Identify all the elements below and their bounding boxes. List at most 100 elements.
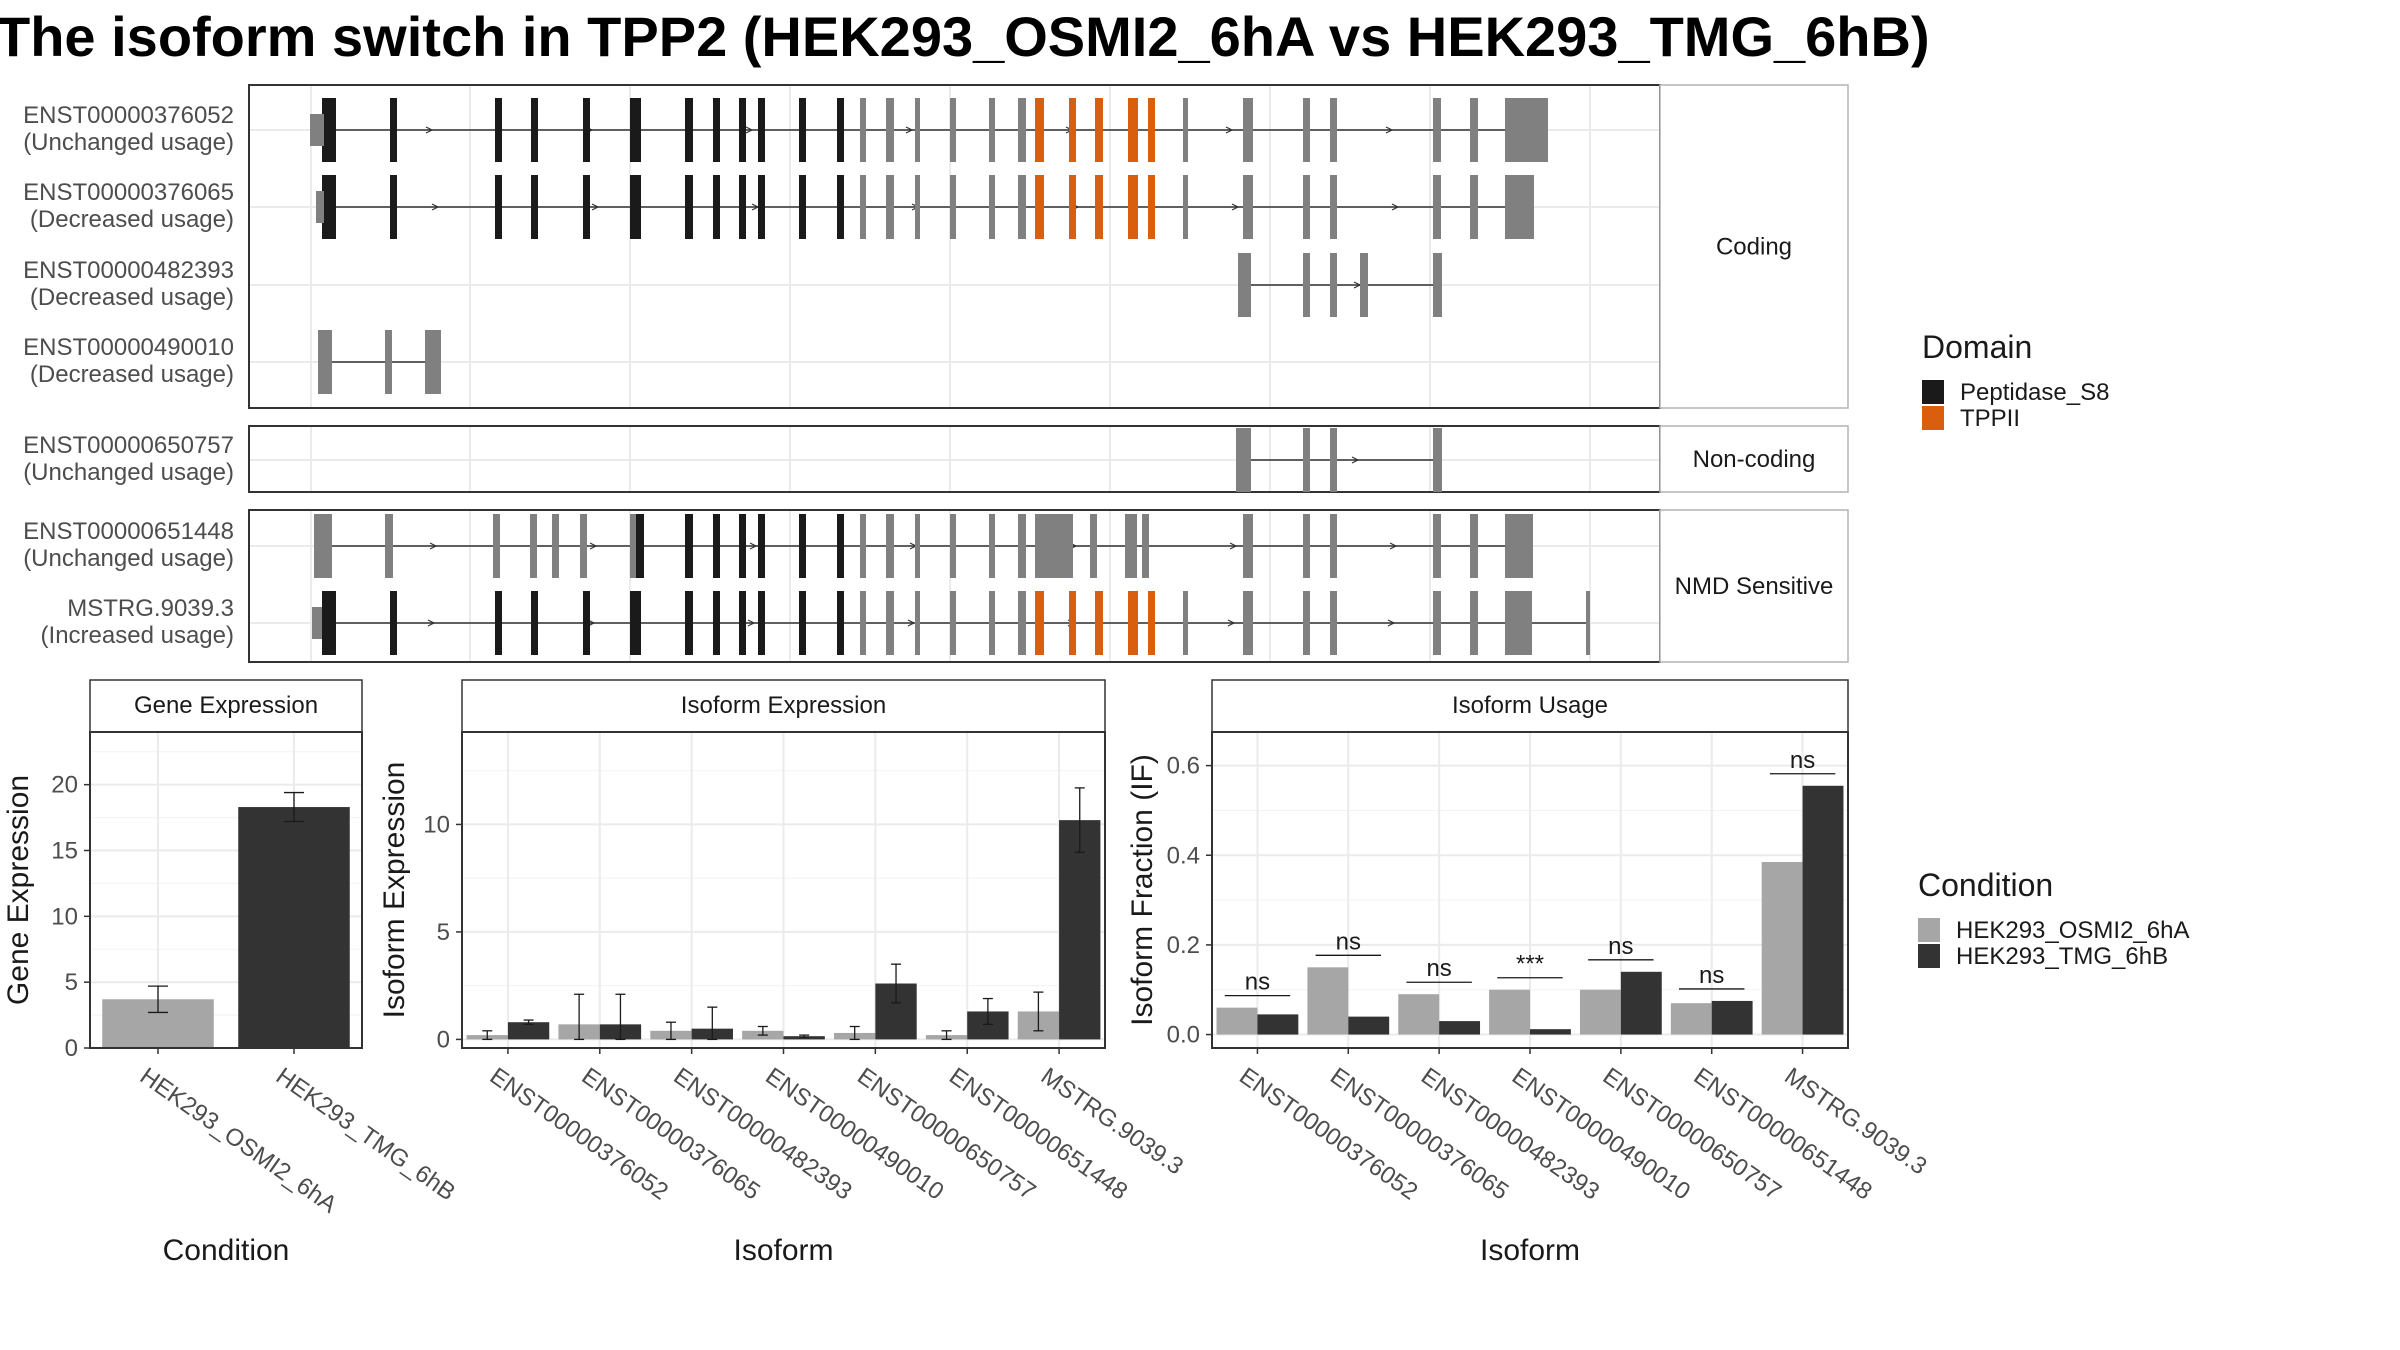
transcript-label: ENST00000490010 <box>23 334 234 361</box>
condition-legend-label: HEK293_TMG_6hB <box>1956 943 2168 970</box>
exon <box>1128 175 1138 239</box>
exon <box>630 514 637 578</box>
exon <box>1035 98 1044 162</box>
exon <box>1470 591 1478 655</box>
exon <box>390 591 397 655</box>
exon <box>739 98 746 162</box>
exon <box>886 591 894 655</box>
utr-block <box>316 191 324 223</box>
significance-label: ns <box>1790 747 1815 774</box>
strand-arrow <box>907 619 916 627</box>
condition-legend-title: Condition <box>1918 867 2053 903</box>
exon <box>1183 175 1188 239</box>
strand-arrow <box>589 542 598 550</box>
exon <box>1303 428 1310 492</box>
significance-label: ns <box>1336 928 1361 955</box>
strand-arrow <box>1231 203 1240 211</box>
exon <box>1128 98 1138 162</box>
facet-strip <box>1659 84 1849 409</box>
exon <box>552 514 559 578</box>
exon <box>328 98 335 162</box>
exon <box>989 514 995 578</box>
bar <box>1579 989 1621 1035</box>
exon <box>1128 591 1138 655</box>
transcript-label: ENST00000482393 <box>23 257 234 284</box>
exon <box>1508 98 1548 162</box>
exon <box>1069 98 1076 162</box>
exon <box>989 98 995 162</box>
exon <box>1095 98 1103 162</box>
strand-arrow <box>749 542 758 550</box>
exon <box>1183 591 1188 655</box>
exon <box>1470 175 1478 239</box>
facet-strip-label: NMD Sensitive <box>1675 573 1834 600</box>
y-tick-label: 0.2 <box>1167 932 1200 959</box>
exon <box>1508 175 1534 239</box>
condition-legend-key <box>1918 944 1940 968</box>
exon <box>1360 253 1368 317</box>
y-tick-label: 0.0 <box>1167 1022 1200 1049</box>
exon <box>950 98 956 162</box>
condition-legend-label: HEK293_OSMI2_6hA <box>1956 917 2189 944</box>
exon <box>915 175 920 239</box>
bar <box>1216 1007 1258 1035</box>
exon <box>390 98 397 162</box>
strand-arrow <box>1229 542 1238 550</box>
facet-strip-label: Non-coding <box>1693 446 1816 473</box>
strand-arrow <box>1225 126 1234 134</box>
exon <box>915 514 920 578</box>
exon <box>713 175 720 239</box>
bar <box>1439 1021 1481 1035</box>
exon <box>583 175 590 239</box>
y-axis-title: Isoform Fraction (IF) <box>1126 754 1159 1026</box>
exon <box>837 591 844 655</box>
exon <box>1433 428 1442 492</box>
exon <box>1069 591 1076 655</box>
bar <box>1670 1003 1712 1035</box>
exon <box>1303 514 1310 578</box>
bar <box>1257 1014 1299 1035</box>
bar <box>1348 1016 1390 1035</box>
exon <box>837 98 844 162</box>
transcript-usage-label: (Increased usage) <box>41 622 234 649</box>
bar <box>507 1022 550 1040</box>
bar <box>1530 1029 1571 1035</box>
exon <box>739 591 746 655</box>
exon <box>860 98 866 162</box>
exon <box>385 514 393 578</box>
strand-arrow <box>431 203 440 211</box>
exon <box>886 514 894 578</box>
exon <box>837 175 844 239</box>
exon <box>989 591 995 655</box>
y-tick-label: 5 <box>65 969 78 996</box>
exon <box>1018 514 1026 578</box>
exon <box>390 175 397 239</box>
y-tick-label: 0.4 <box>1167 842 1200 869</box>
strand-arrow <box>429 542 438 550</box>
exon <box>580 514 587 578</box>
exon <box>860 591 866 655</box>
facet-strip-label: Coding <box>1716 234 1792 261</box>
bar <box>1802 785 1844 1035</box>
strand-arrow <box>905 126 914 134</box>
strand-arrow <box>1351 456 1360 464</box>
exon <box>495 98 502 162</box>
exon <box>630 591 641 655</box>
exon <box>1330 428 1337 492</box>
transcript-label: ENST00000651448 <box>23 518 234 545</box>
y-tick-label: 5 <box>437 919 450 946</box>
exon <box>685 98 693 162</box>
exon <box>1303 175 1310 239</box>
strand-arrow <box>1227 619 1236 627</box>
transcript-label: ENST00000376052 <box>23 102 234 129</box>
strand-arrow <box>425 126 434 134</box>
x-axis-title: Isoform <box>733 1234 833 1267</box>
exon <box>950 175 956 239</box>
exon <box>758 514 765 578</box>
y-tick-label: 20 <box>51 772 78 799</box>
exon <box>1586 591 1590 655</box>
exon <box>685 591 693 655</box>
transcript-usage-label: (Decreased usage) <box>30 284 234 311</box>
exon <box>530 514 537 578</box>
strand-arrow <box>1389 542 1398 550</box>
